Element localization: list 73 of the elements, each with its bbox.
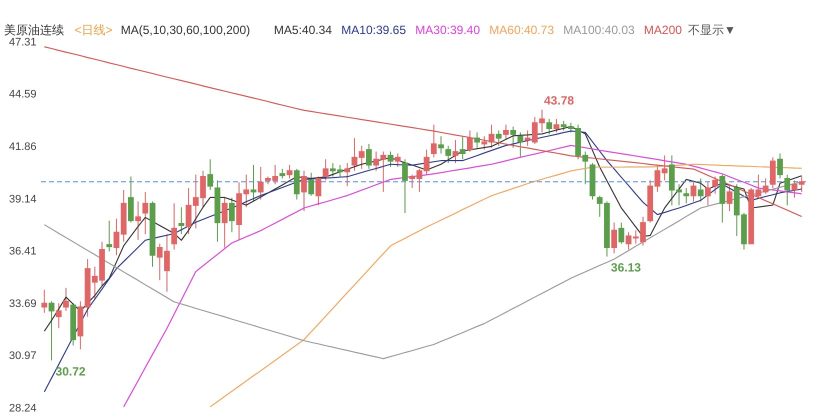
candlestick bbox=[228, 197, 235, 233]
candlestick bbox=[770, 156, 776, 189]
candlestick bbox=[467, 130, 473, 152]
candlestick bbox=[452, 140, 458, 164]
candlestick bbox=[171, 202, 178, 250]
candlestick bbox=[135, 200, 141, 240]
candlestick bbox=[712, 176, 718, 194]
candlestick bbox=[388, 151, 394, 168]
y-tick-label: 28.24 bbox=[8, 402, 36, 414]
text: <日线> bbox=[74, 23, 113, 37]
candlestick bbox=[618, 222, 624, 244]
text: MA(5,10,30,60,100,200) bbox=[120, 23, 250, 37]
candlestick bbox=[286, 164, 292, 179]
line-series bbox=[44, 46, 802, 218]
candlestick bbox=[41, 289, 48, 314]
y-tick-label: 44.59 bbox=[8, 88, 36, 101]
annotation: 36.13 bbox=[610, 260, 642, 275]
text: MA30:39.40 bbox=[415, 23, 480, 37]
candlestick bbox=[690, 182, 696, 202]
candlestick bbox=[258, 166, 264, 200]
line-series bbox=[123, 144, 802, 408]
chart-title: 美原油连续 bbox=[4, 23, 64, 37]
candlestick bbox=[279, 168, 286, 179]
text: 不显示▼ bbox=[688, 23, 736, 37]
candlestick bbox=[698, 178, 704, 202]
candlestick bbox=[438, 136, 444, 154]
candlestick bbox=[344, 162, 350, 187]
y-tick-label: 30.97 bbox=[8, 350, 36, 362]
candlestick bbox=[207, 158, 214, 190]
candlestick bbox=[178, 206, 184, 235]
candlestick bbox=[402, 158, 408, 214]
y-tick-label: 41.86 bbox=[8, 141, 36, 154]
candlestick bbox=[611, 222, 618, 254]
candlestick bbox=[517, 132, 524, 158]
annotation: 30.72 bbox=[56, 364, 86, 378]
candlestick bbox=[784, 174, 790, 206]
candlestick bbox=[322, 158, 329, 181]
candlestick bbox=[510, 126, 516, 148]
candlestick bbox=[308, 172, 314, 196]
candlestick bbox=[142, 191, 148, 235]
candlestick bbox=[430, 124, 437, 158]
candlestick bbox=[503, 124, 509, 141]
text: MA5:40.34 bbox=[274, 23, 332, 37]
candlestick bbox=[222, 197, 228, 248]
y-tick-label: 36.41 bbox=[8, 246, 36, 258]
candlestick bbox=[294, 168, 300, 200]
y-tick-label: 39.14 bbox=[8, 193, 36, 206]
candlestick bbox=[63, 287, 69, 312]
candlestick bbox=[474, 132, 480, 148]
candlestick bbox=[726, 186, 732, 212]
candlestick bbox=[56, 302, 62, 329]
candlestick bbox=[366, 143, 372, 170]
candlestick bbox=[394, 153, 401, 168]
candlestick bbox=[301, 170, 307, 212]
candlestick bbox=[128, 176, 134, 224]
text: MA100:40.03 bbox=[563, 23, 636, 37]
candlestick bbox=[250, 164, 256, 202]
text: MA60:40.73 bbox=[489, 23, 554, 37]
annotation: 43.78 bbox=[544, 94, 574, 108]
candlestick bbox=[705, 182, 711, 206]
text: MA10:39.65 bbox=[341, 23, 406, 37]
candlestick bbox=[445, 145, 452, 164]
candlestick bbox=[460, 136, 466, 160]
candlestick bbox=[48, 300, 54, 361]
text: MA200 bbox=[644, 23, 682, 37]
y-tick-label: 33.69 bbox=[8, 298, 36, 310]
candlestick bbox=[546, 118, 552, 135]
y-tick-label: 47.31 bbox=[8, 36, 36, 48]
candlestick bbox=[316, 176, 322, 206]
candlestick bbox=[777, 153, 783, 179]
candlestick bbox=[554, 118, 560, 133]
candlestick bbox=[106, 220, 112, 252]
candlestick bbox=[496, 130, 502, 146]
